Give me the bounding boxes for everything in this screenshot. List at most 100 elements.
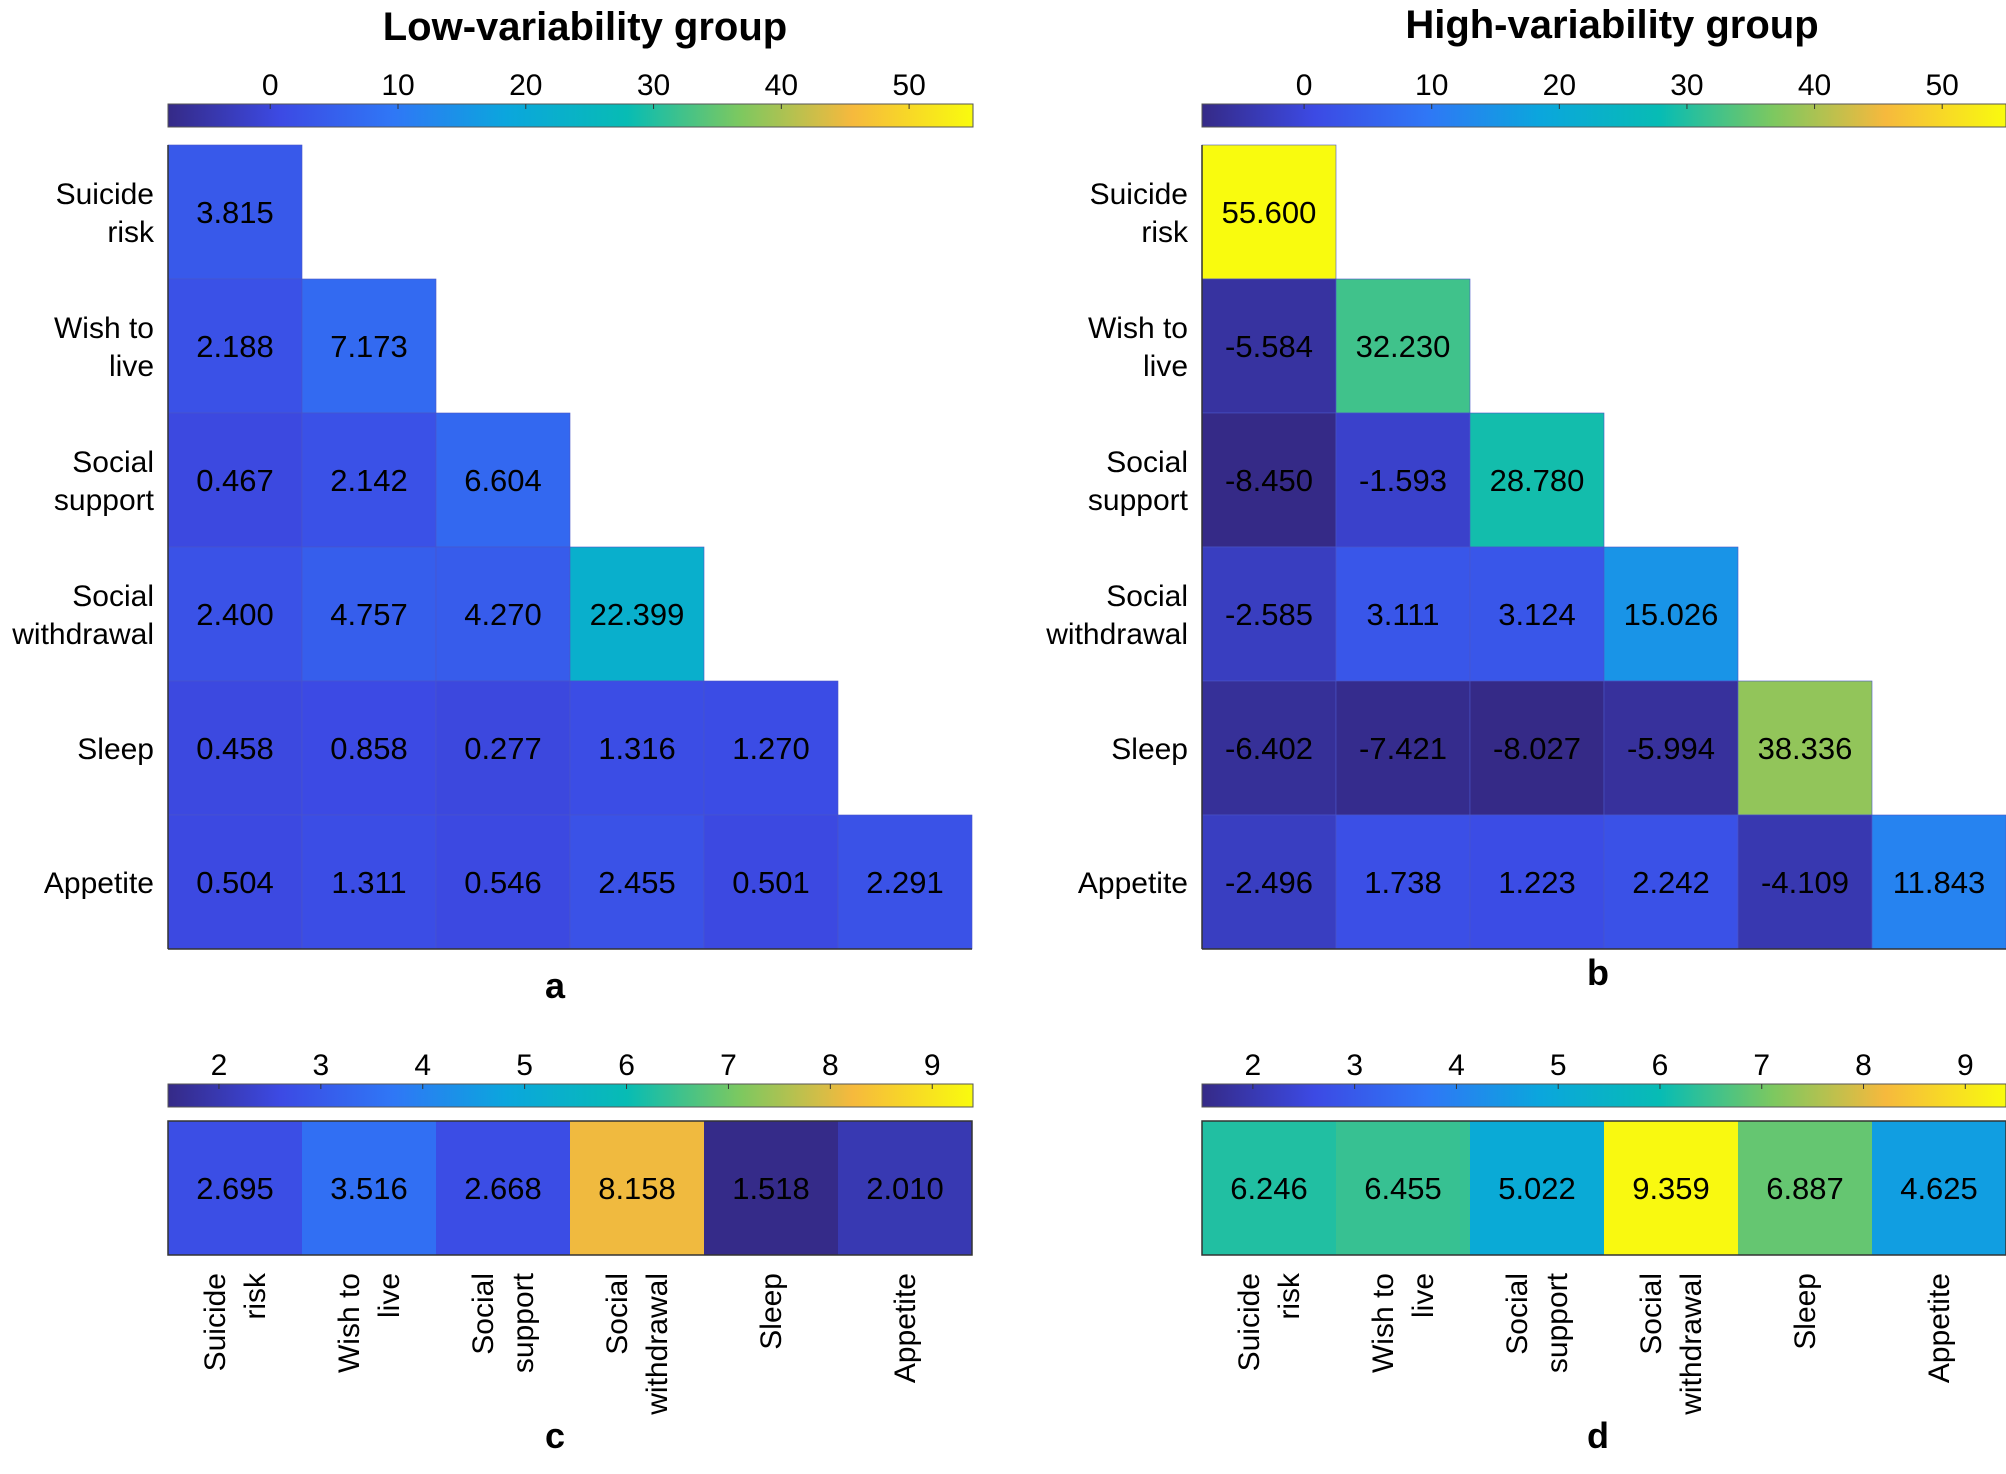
cell-value: 6.455 — [1364, 1171, 1442, 1206]
heatmap-cell — [1469, 546, 1605, 682]
colorbar-tick-label: 4 — [1448, 1049, 1465, 1082]
cell-value: 4.625 — [1900, 1171, 1978, 1206]
row-label: Suicide — [1090, 178, 1188, 211]
cell-value: 9.359 — [1632, 1171, 1710, 1206]
heatmap-cell — [167, 412, 303, 548]
cell-value: 11.843 — [1893, 865, 1986, 900]
colorbar-tick-label: 5 — [1550, 1049, 1567, 1082]
heatmap-cell — [703, 814, 839, 950]
cell-value: -6.402 — [1225, 731, 1313, 766]
heatmap-cell — [1201, 680, 1337, 816]
row-label: Social — [72, 580, 154, 613]
heatmap-cell — [168, 1121, 302, 1255]
cell-value: 22.399 — [590, 597, 685, 632]
colorbar-tick-label: 9 — [1957, 1049, 1974, 1082]
column-label: risk — [1273, 1272, 1306, 1320]
cell-value: 2.291 — [866, 865, 944, 900]
heatmap-cell — [570, 1121, 704, 1255]
panel-b: High-variability group 0 10 20 30 40 50 55.600 S… — [1045, 3, 2006, 993]
row-label: withdrawal — [1045, 618, 1188, 651]
panel-label: d — [1587, 1415, 1609, 1456]
heatmap-cell — [435, 680, 571, 816]
cell-value: 55.600 — [1222, 195, 1317, 230]
column-label: live — [373, 1273, 406, 1318]
heatmap-cell — [436, 1121, 570, 1255]
panel-label: c — [545, 1415, 565, 1456]
heatmap-cell — [837, 814, 973, 950]
cell-value: 5.022 — [1498, 1171, 1576, 1206]
colorbar-tick-label: 3 — [313, 1049, 330, 1082]
heatmap-cell — [1201, 278, 1337, 414]
cell-value: 28.780 — [1490, 463, 1585, 498]
heatmap-cell — [703, 680, 839, 816]
cell-value: 8.158 — [598, 1171, 676, 1206]
heatmap-cell — [301, 680, 437, 816]
cell-value: 1.518 — [732, 1171, 810, 1206]
column-label: Appetite — [889, 1273, 922, 1383]
cell-value: 2.242 — [1632, 865, 1710, 900]
heatmap-cell — [302, 1121, 436, 1255]
column-label: Social — [601, 1273, 634, 1355]
cell-value: 3.815 — [196, 195, 274, 230]
cell-value: -2.585 — [1225, 597, 1313, 632]
colorbar-tick-label: 0 — [262, 69, 279, 102]
column-label: risk — [239, 1272, 272, 1320]
chart-title: High-variability group — [1405, 3, 1818, 47]
column-label: Wish to — [333, 1273, 366, 1373]
heatmap-cell — [569, 814, 705, 950]
heatmap-cell — [167, 546, 303, 682]
cell-value: 6.604 — [464, 463, 542, 498]
column-label: live — [1407, 1273, 1440, 1318]
heatmap-cell — [1738, 1121, 1872, 1255]
column-label: Sleep — [1789, 1273, 1822, 1350]
chart-title: Low-variability group — [383, 5, 787, 49]
strip-frame — [167, 1120, 973, 1256]
row-label: Wish to — [1088, 312, 1188, 345]
colorbar-tick-label: 10 — [381, 69, 414, 102]
colorbar-tick-label: 2 — [211, 1049, 228, 1082]
cell-value: -8.027 — [1493, 731, 1581, 766]
row-label: support — [54, 484, 155, 517]
column-label: Social — [1501, 1273, 1534, 1355]
colorbar-tick-label: 7 — [1753, 1049, 1770, 1082]
heatmap-cell — [1469, 680, 1605, 816]
row-label: Appetite — [44, 867, 154, 900]
cell-value: 6.246 — [1230, 1171, 1308, 1206]
heatmap-cell — [301, 412, 437, 548]
column-label: Suicide — [1233, 1273, 1266, 1371]
cell-value: 0.858 — [330, 731, 408, 766]
heatmap-cell — [1201, 144, 1337, 280]
colorbar-tick-label: 30 — [637, 69, 670, 102]
column-label: Wish to — [1367, 1273, 1400, 1373]
cell-value: 2.142 — [330, 463, 408, 498]
cell-value: 1.738 — [1364, 865, 1442, 900]
row-label: Appetite — [1078, 867, 1188, 900]
row-label: live — [109, 350, 154, 383]
heatmap-cell — [435, 412, 571, 548]
colorbar-tick-label: 9 — [924, 1049, 941, 1082]
heatmap-cell — [704, 1121, 838, 1255]
colorbar-tick-label: 0 — [1296, 69, 1313, 102]
cell-value: 4.270 — [464, 597, 542, 632]
colorbar-tick-label: 5 — [516, 1049, 533, 1082]
row-label: Sleep — [1111, 733, 1188, 766]
colorbar — [1201, 103, 2006, 128]
heatmap-cell — [1336, 1121, 1470, 1255]
colorbar-tick-label: 20 — [1543, 69, 1576, 102]
row-label: risk — [1141, 216, 1189, 249]
cell-value: 2.010 — [866, 1171, 944, 1206]
heatmap-cell — [1604, 1121, 1738, 1255]
cell-value: -5.584 — [1225, 329, 1313, 364]
colorbar — [167, 103, 974, 128]
row-label: Suicide — [56, 178, 154, 211]
heatmap-cell — [1603, 680, 1739, 816]
row-label: Social — [1106, 580, 1188, 613]
heatmap-cell — [838, 1121, 972, 1255]
heatmap-cell — [167, 680, 303, 816]
cell-value: 0.277 — [464, 731, 542, 766]
cell-value: 0.458 — [196, 731, 274, 766]
cell-value: 2.455 — [598, 865, 676, 900]
row-label: risk — [107, 216, 155, 249]
heatmap-cell — [1469, 412, 1605, 548]
